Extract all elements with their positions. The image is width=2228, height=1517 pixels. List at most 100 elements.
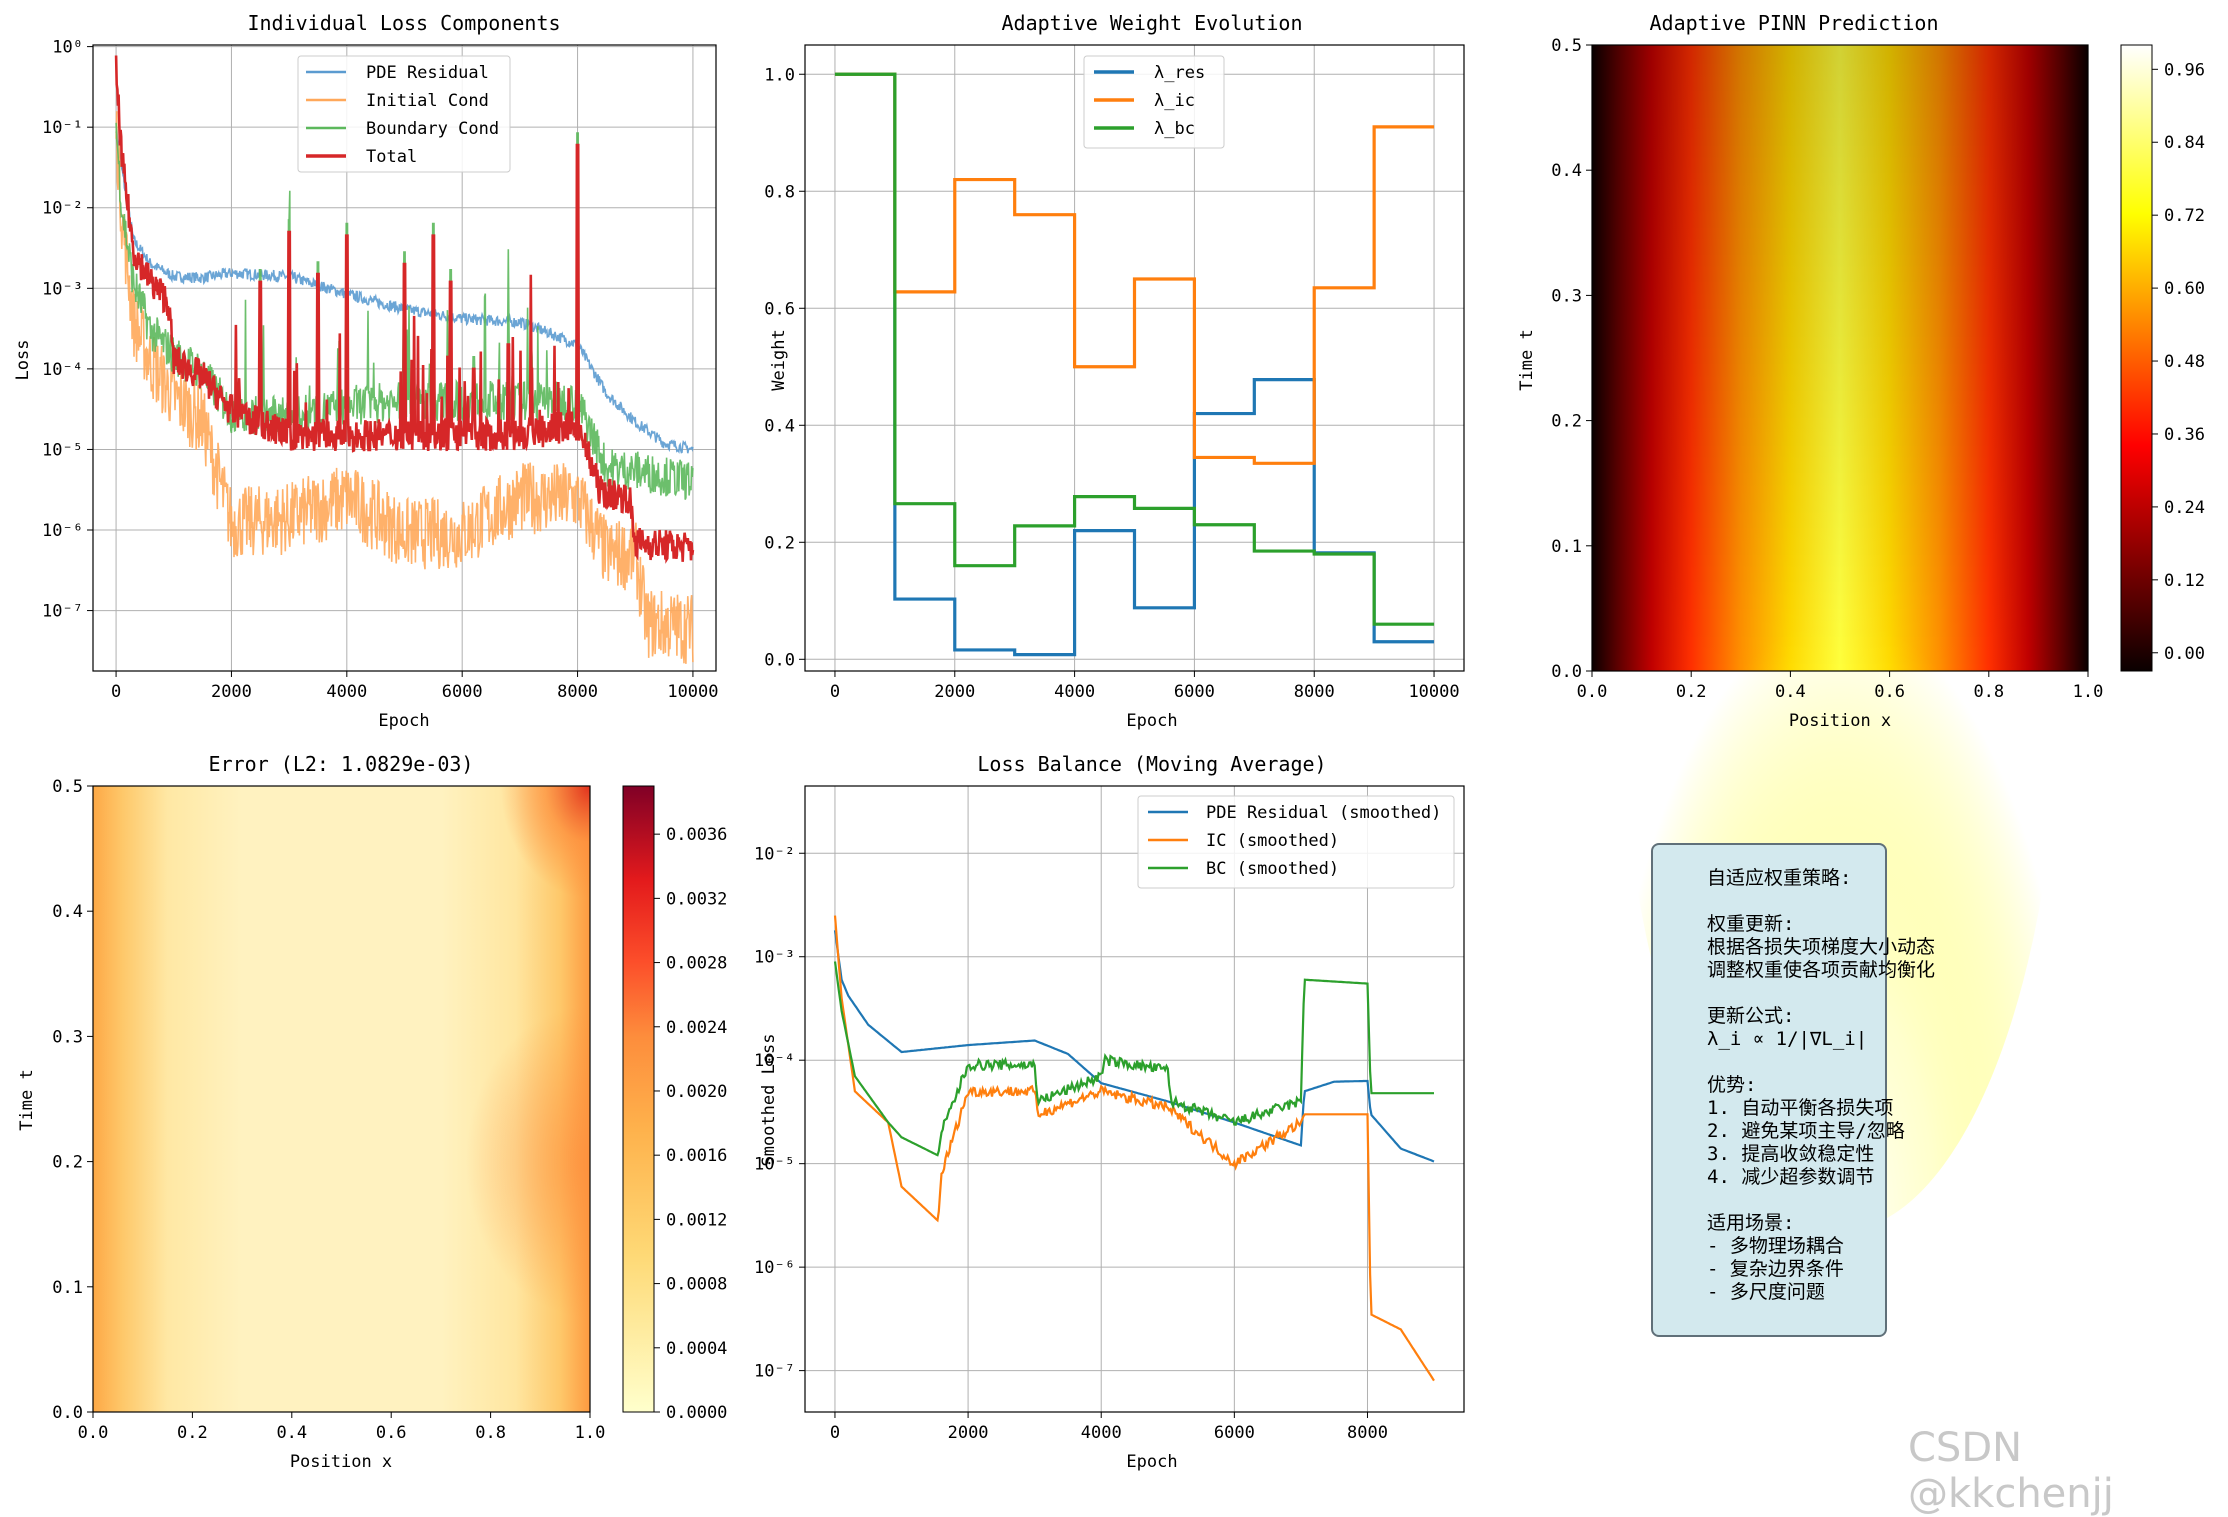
axes-frame: [804, 785, 1465, 1413]
colorbar-tick-label: 0.84: [2164, 133, 2205, 153]
chart-title-pinn-prediction: Adaptive PINN Prediction: [1650, 11, 1939, 35]
y-tick-label: 10⁻²: [42, 199, 83, 219]
legend-loss-components: PDE Residual Initial Cond Boundary Cond …: [297, 55, 511, 173]
y-tick-label: 0.0: [764, 650, 795, 670]
info-line: 调整权重使各项贡献均衡化: [1707, 959, 1936, 981]
ticks-loss-components: 0 2000 4000 6000 8000 10000 10⁰ 10⁻¹ 10⁻² 10⁻³ 10⁻…: [42, 38, 718, 702]
info-line: 3. 提高收敛稳定性: [1707, 1143, 1875, 1165]
y-tick-label: 0.8: [764, 182, 795, 202]
colorbar-tick-label: 0.0036: [666, 825, 727, 845]
colorbar-tick-label: 0.0008: [666, 1275, 727, 1295]
x-tick-label: 0.8: [475, 1423, 506, 1443]
colorbar-tick-label: 0.72: [2164, 206, 2205, 226]
info-line: 4. 减少超参数调节: [1707, 1166, 1875, 1188]
y-tick-label: 10⁻⁷: [42, 602, 83, 622]
colorbar-tick-label: 0.0012: [666, 1210, 727, 1230]
y-tick-label: 0.6: [764, 299, 795, 319]
y-tick-label: 10⁻⁵: [754, 1155, 795, 1175]
y-tick-label: 0.0: [52, 1403, 83, 1423]
x-tick-label: 8000: [1294, 682, 1335, 702]
info-line: [1707, 1189, 1865, 1212]
series-line-initial-cond: [115, 111, 694, 664]
series-line-bc: [833, 961, 1434, 1157]
info-line: 适用场景:: [1707, 1212, 1795, 1234]
colorbar-tick-label: 0.0004: [666, 1339, 727, 1359]
legend-box: [1083, 55, 1225, 149]
info-line: 权重更新:: [1707, 913, 1795, 935]
colorbar-tick-label: 0.36: [2164, 425, 2205, 445]
legend-label: λ_ic: [1154, 91, 1195, 111]
series-line-ic: [833, 915, 1435, 1382]
legend-weight-evolution: λ_res λ_ic λ_bc: [1083, 55, 1225, 149]
series-loss-components: [114, 55, 695, 664]
colorbar-tick-label: 0.96: [2164, 60, 2205, 80]
x-tick-label: 0.2: [1676, 682, 1707, 702]
legend-label: Initial Cond: [366, 91, 489, 111]
panel-weight-evolution: Adaptive Weight Evolution 0 2000 4000 6000 8…: [764, 11, 1465, 731]
y-tick-label: 0.0: [1551, 662, 1582, 682]
error-heatmap-edge: [93, 786, 590, 1412]
y-tick-label: 10⁻⁵: [42, 440, 83, 460]
x-axis-label: Position x: [1789, 711, 1891, 731]
info-line: 根据各损失项梯度大小动态: [1707, 936, 1936, 958]
x-tick-label: 1.0: [575, 1423, 606, 1443]
y-axis-label: Weight: [769, 329, 789, 390]
x-tick-label: 6000: [1174, 682, 1215, 702]
colorbar-tick-label: 0.0028: [666, 954, 727, 974]
legend-box: [297, 55, 511, 173]
series-line-pde: [833, 930, 1435, 1163]
y-axis-label: Smoothed Loss: [759, 1033, 779, 1166]
watermark: CSDN @kkchenjj: [1908, 1425, 2114, 1517]
info-line: [1707, 1051, 1865, 1074]
x-tick-label: 8000: [557, 682, 598, 702]
colorbar-tick-label: 0.0024: [666, 1018, 727, 1038]
y-tick-label: 0.3: [1551, 286, 1582, 306]
colorbar-ticks-prediction: 0.00 0.12 0.24 0.36 0.48 0.60 0.72 0.84 0.96: [2152, 60, 2205, 664]
legend-label: λ_bc: [1154, 119, 1195, 139]
series-weight-evolution: [834, 72, 1435, 657]
colorbar-prediction: [2120, 44, 2153, 672]
colorbar-tick-label: 0.60: [2164, 279, 2205, 299]
panel-loss-components: Individual Loss Components 0 2000 4000 6000…: [13, 11, 719, 731]
axes-frame: [92, 44, 717, 672]
x-tick-label: 0.2: [177, 1423, 208, 1443]
grid-loss-balance: [805, 786, 1464, 1412]
colorbar-tick-label: 0.24: [2164, 498, 2205, 518]
y-tick-label: 10⁻³: [754, 948, 795, 968]
x-axis-label: Position x: [290, 1452, 392, 1472]
ticks-loss-balance: 0 2000 4000 6000 8000 10⁻² 10⁻³ 10⁻⁴ 10⁻⁵ 10⁻⁶ 10⁻…: [754, 844, 1388, 1443]
y-tick-label: 0.4: [764, 416, 795, 436]
info-line: - 多物理场耦合: [1707, 1235, 1844, 1257]
y-tick-label: 1.0: [764, 65, 795, 85]
x-tick-label: 0.0: [78, 1423, 109, 1443]
legend-label: Boundary Cond: [366, 119, 499, 139]
info-line: 更新公式:: [1707, 1005, 1795, 1027]
y-tick-label: 10⁻⁴: [754, 1051, 795, 1071]
y-tick-label: 0.4: [1551, 161, 1582, 181]
legend-label: Total: [366, 147, 417, 167]
y-tick-label: 0.3: [52, 1027, 83, 1047]
info-line: - 多尺度问题: [1707, 1281, 1825, 1303]
y-axis-label: Loss: [13, 340, 33, 381]
info-line: [1707, 982, 1865, 1005]
series-loss-balance: [833, 915, 1435, 1382]
legend-label: λ_res: [1154, 63, 1205, 83]
legend-box: [1137, 795, 1455, 889]
legend-loss-balance: PDE Residual (smoothed) IC (smoothed) BC…: [1137, 795, 1455, 889]
info-line: 1. 自动平衡各损失项: [1707, 1097, 1894, 1119]
axes-frame: [92, 785, 591, 1413]
y-tick-label: 10⁻³: [42, 279, 83, 299]
colorbar-tick-label: 0.0000: [666, 1403, 727, 1423]
x-tick-label: 0.4: [1775, 682, 1806, 702]
x-tick-label: 2000: [934, 682, 975, 702]
colorbar-tick-label: 0.0020: [666, 1082, 727, 1102]
series-line-λ_res: [834, 72, 1435, 657]
x-tick-label: 6000: [442, 682, 483, 702]
y-tick-label: 0.5: [1551, 36, 1582, 56]
info-line: λ_i ∝ 1/|∇L_i|: [1707, 1028, 1868, 1050]
colorbar-error: [622, 785, 655, 1413]
x-tick-label: 0.8: [1973, 682, 2004, 702]
figure-canvas: Individual Loss Components 0 2000 4000 6000…: [13, 11, 2205, 1472]
x-tick-label: 8000: [1347, 1423, 1388, 1443]
panel-error: Error (L2: 1.0829e-03) 0.0 0.2 0.4 0.6 0.8 1.…: [17, 752, 727, 1472]
